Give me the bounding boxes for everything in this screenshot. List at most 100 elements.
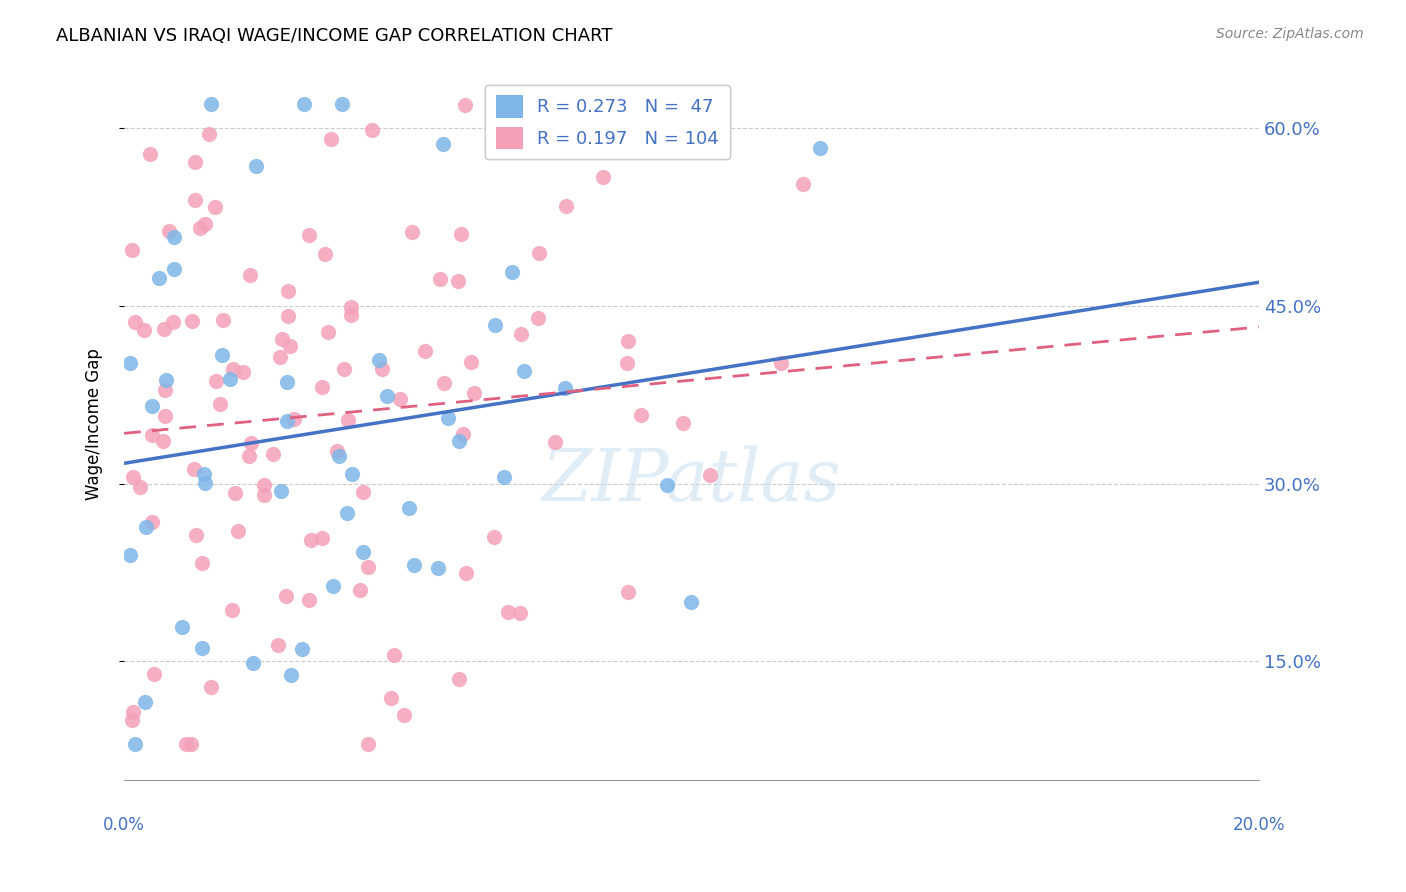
Point [121,714,143,728]
Point [319,132,342,146]
Point [200,680,222,694]
Text: ALBANIAN VS IRAQI WAGE/INCOME GAP CORRELATION CHART: ALBANIAN VS IRAQI WAGE/INCOME GAP CORREL… [56,27,613,45]
Point [184,154,207,169]
Point [212,313,235,327]
Point [657,477,679,491]
Point [129,480,152,494]
Point [451,427,474,442]
Point [292,97,315,112]
Point [671,416,693,430]
Point [134,695,156,709]
Point [142,667,165,681]
Point [349,582,371,597]
Point [174,738,197,752]
Point [121,469,143,483]
Point [339,300,361,314]
Point [375,389,398,403]
Point [163,262,186,277]
Point [239,435,262,450]
Point [162,315,184,329]
Point [209,397,232,411]
Point [808,141,831,155]
Point [152,434,174,449]
Point [357,738,380,752]
Point [135,520,157,534]
Point [121,243,143,257]
Point [211,349,233,363]
Point [501,265,523,279]
Point [197,127,219,141]
Point [118,548,141,562]
Point [616,356,638,370]
Point [316,325,339,339]
Point [271,332,294,346]
Point [333,361,356,376]
Point [792,177,814,191]
Point [336,412,359,426]
Point [352,485,374,500]
Point [221,362,243,376]
Point [616,334,638,349]
Point [298,593,321,607]
Point [454,98,477,112]
Point [194,476,217,491]
Point [494,469,516,483]
Point [311,380,333,394]
Point [336,506,359,520]
Point [298,227,321,242]
Y-axis label: Wage/Income Gap: Wage/Income Gap [86,349,103,500]
Point [269,350,291,364]
Point [278,339,301,353]
Point [450,227,472,241]
Point [299,533,322,548]
Point [148,271,170,285]
Point [124,738,146,752]
Point [141,515,163,529]
Point [170,620,193,634]
Point [276,414,298,428]
Point [253,477,276,491]
Point [191,641,214,656]
Point [232,365,254,379]
Point [769,356,792,370]
Point [238,449,260,463]
Point [141,427,163,442]
Point [191,556,214,570]
Point [245,159,267,173]
Point [426,561,449,575]
Point [367,353,389,368]
Point [155,373,177,387]
Point [291,642,314,657]
Point [361,123,384,137]
Point [352,545,374,559]
Point [325,444,347,458]
Point [437,411,460,425]
Point [592,170,614,185]
Point [277,310,299,324]
Point [180,313,202,327]
Point [204,374,226,388]
Point [382,648,405,662]
Point [193,467,215,482]
Point [398,500,420,515]
Point [155,409,177,423]
Point [270,484,292,499]
Point [456,566,478,580]
Point [544,434,567,449]
Point [447,434,470,449]
Point [157,224,180,238]
Point [509,606,531,620]
Point [121,705,143,719]
Point [392,708,415,723]
Point [429,272,451,286]
Point [184,193,207,207]
Point [496,605,519,619]
Point [484,318,506,332]
Point [413,344,436,359]
Point [509,326,531,341]
Point [447,274,470,288]
Point [460,355,482,369]
Point [679,595,702,609]
Point [433,376,456,391]
Point [188,221,211,235]
